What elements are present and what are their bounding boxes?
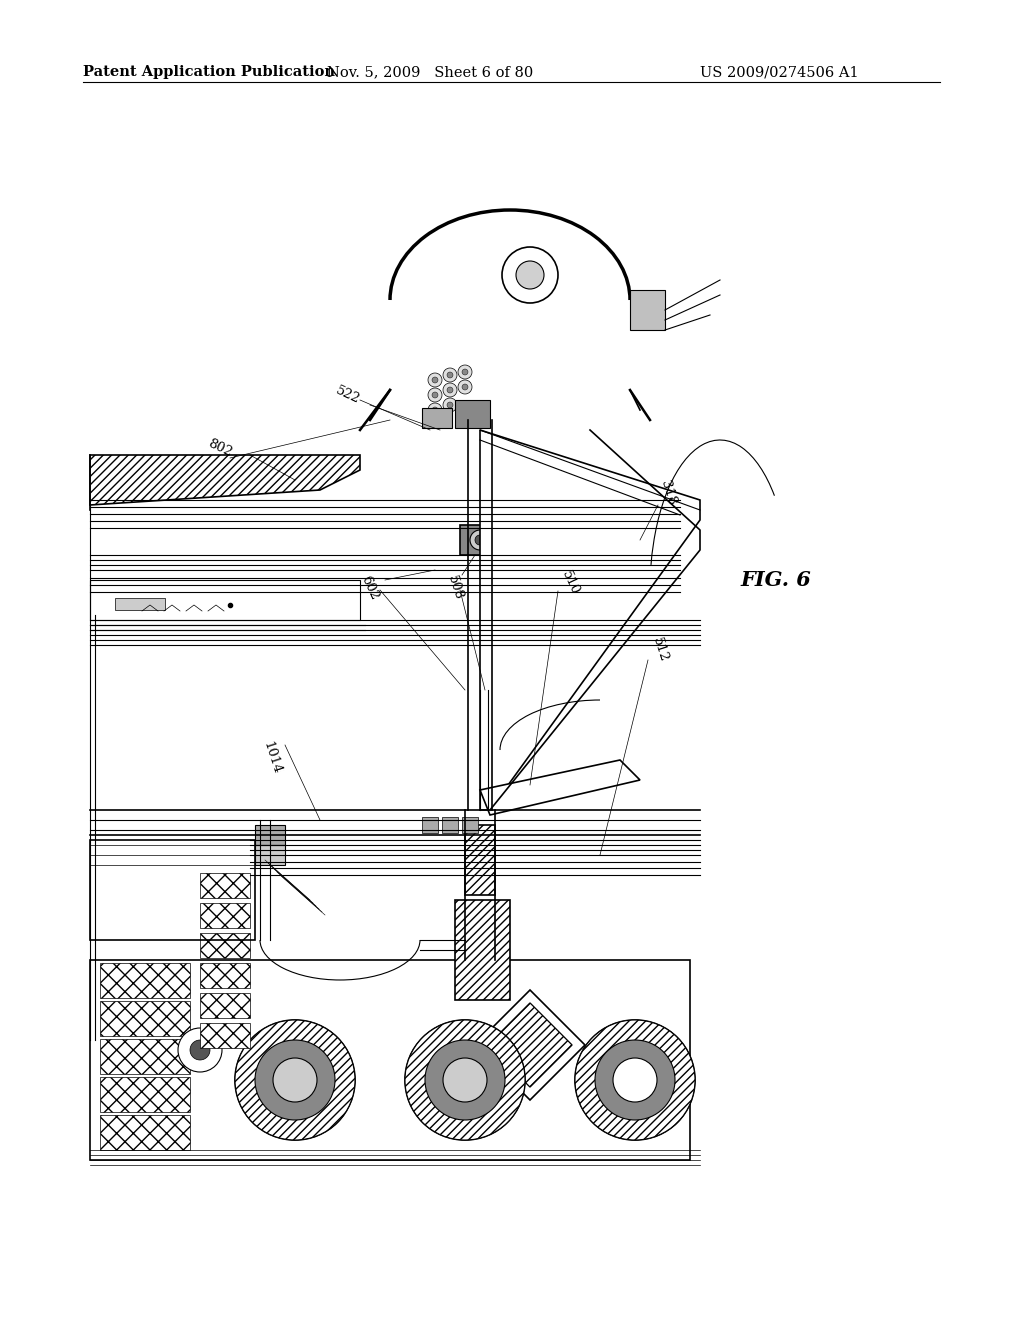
Polygon shape [480,430,700,810]
Circle shape [255,1040,335,1119]
Circle shape [475,535,485,545]
Circle shape [234,1020,355,1140]
Circle shape [425,1040,505,1119]
Circle shape [447,372,453,378]
Circle shape [470,531,490,550]
Bar [200,933,250,958]
Circle shape [575,1020,695,1140]
Circle shape [234,1020,355,1140]
Text: 508: 508 [445,574,465,602]
Circle shape [428,374,442,387]
Circle shape [428,403,442,417]
Circle shape [178,1028,222,1072]
Bar [455,400,490,428]
Text: Nov. 5, 2009   Sheet 6 of 80: Nov. 5, 2009 Sheet 6 of 80 [327,65,534,79]
Text: 318: 318 [657,479,678,507]
Bar [465,825,495,895]
Bar [422,817,438,833]
Circle shape [613,1059,657,1102]
Bar [455,900,510,1001]
Circle shape [447,403,453,408]
Bar [200,1023,250,1048]
Bar [200,964,250,987]
Text: 510: 510 [559,569,582,597]
Circle shape [516,261,544,289]
Text: US 2009/0274506 A1: US 2009/0274506 A1 [700,65,859,79]
Bar [460,525,500,554]
Circle shape [458,380,472,393]
Bar [200,873,250,898]
Circle shape [406,1020,525,1140]
Text: FIG. 6: FIG. 6 [740,570,811,590]
Circle shape [575,1020,695,1140]
Circle shape [462,370,468,375]
Circle shape [443,383,457,397]
Circle shape [406,1020,525,1140]
Polygon shape [488,1003,572,1086]
Bar [90,960,690,1160]
Circle shape [443,399,457,412]
Circle shape [447,387,453,393]
Bar [255,845,285,865]
Bar [100,1039,190,1074]
Circle shape [273,1059,317,1102]
Bar [115,598,165,610]
Bar [100,1001,190,1036]
Circle shape [432,407,438,413]
Bar [200,903,250,928]
Circle shape [428,388,442,403]
Bar [630,290,665,330]
Circle shape [443,368,457,381]
Bar [200,993,250,1018]
Circle shape [502,247,558,304]
Bar [90,579,360,620]
Bar [90,840,255,940]
Text: 512: 512 [650,636,670,664]
Polygon shape [488,1003,572,1086]
Bar [462,817,478,833]
Text: Patent Application Publication: Patent Application Publication [83,65,335,79]
Text: 602: 602 [358,574,381,602]
Bar [100,964,190,998]
Bar [100,1077,190,1111]
Circle shape [432,378,438,383]
Circle shape [443,1059,487,1102]
Circle shape [595,1040,675,1119]
Polygon shape [90,455,360,506]
Polygon shape [480,760,640,814]
Circle shape [458,366,472,379]
Text: 802: 802 [206,437,234,459]
Circle shape [462,384,468,389]
Bar [100,1115,190,1150]
Circle shape [190,1040,210,1060]
Bar [442,817,458,833]
Circle shape [432,392,438,399]
Bar [422,408,452,428]
Text: 522: 522 [334,384,362,407]
Bar [255,825,285,845]
Text: 1014: 1014 [261,741,284,776]
Polygon shape [475,990,585,1100]
